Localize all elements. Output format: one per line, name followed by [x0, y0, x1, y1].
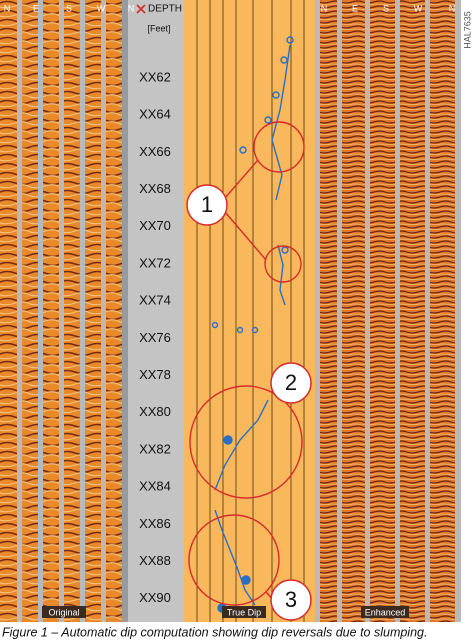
- markers: 1 2 3: [186, 184, 312, 621]
- dip-tadpoles: [211, 36, 294, 613]
- label-box: [361, 606, 409, 618]
- depth-title: DEPTH: [148, 4, 182, 15]
- marker-label: 3: [285, 587, 297, 612]
- compass-label: N: [4, 3, 11, 13]
- depth-label: XX72: [139, 255, 171, 270]
- panel-label: Enhanced: [365, 607, 406, 617]
- depth-unit: [Feet]: [147, 23, 170, 33]
- depth-label: XX62: [139, 69, 171, 84]
- compass-label: W: [414, 3, 423, 13]
- enhanced-image: [315, 0, 461, 622]
- depth-label: XX76: [139, 330, 171, 345]
- figure-id: HAL7635: [462, 11, 472, 49]
- north-x-icon: [136, 4, 146, 14]
- caption: Figure 1 – Automatic dip computation sho…: [2, 625, 427, 639]
- label-box: [42, 606, 86, 618]
- compass-label: W: [97, 3, 106, 13]
- label-box: [222, 606, 266, 618]
- depth-label: XX82: [139, 441, 171, 456]
- compass-label: N: [321, 3, 328, 13]
- compass-label: N: [449, 3, 456, 13]
- compass-label: E: [352, 3, 358, 13]
- depth-label: XX74: [139, 293, 171, 308]
- depth-label: XX78: [139, 367, 171, 382]
- compass-label: N: [128, 3, 135, 13]
- depth-label: XX90: [139, 590, 171, 605]
- depth-label: XX88: [139, 553, 171, 568]
- depth-label: XX70: [139, 218, 171, 233]
- depth-label: XX66: [139, 144, 171, 159]
- compass-label: S: [66, 3, 72, 13]
- depth-label: XX68: [139, 181, 171, 196]
- compass-label: E: [33, 3, 39, 13]
- depth-label: XX80: [139, 404, 171, 419]
- depth-label: XX84: [139, 479, 171, 494]
- marker-label: 1: [201, 192, 213, 217]
- depth-track: [122, 0, 184, 622]
- panel-label: True Dip: [227, 607, 261, 617]
- depth-label: XX64: [139, 107, 171, 122]
- pad-gaps: [17, 0, 106, 622]
- marker-label: 2: [285, 370, 297, 395]
- true-dip-track: [184, 0, 315, 622]
- depth-track-edge: [122, 0, 128, 622]
- dip-grid: [196, 0, 305, 622]
- compass-label: S: [383, 3, 389, 13]
- depth-label: XX86: [139, 516, 171, 531]
- panel-label: Original: [48, 607, 79, 617]
- pad-gaps-right: [315, 0, 461, 622]
